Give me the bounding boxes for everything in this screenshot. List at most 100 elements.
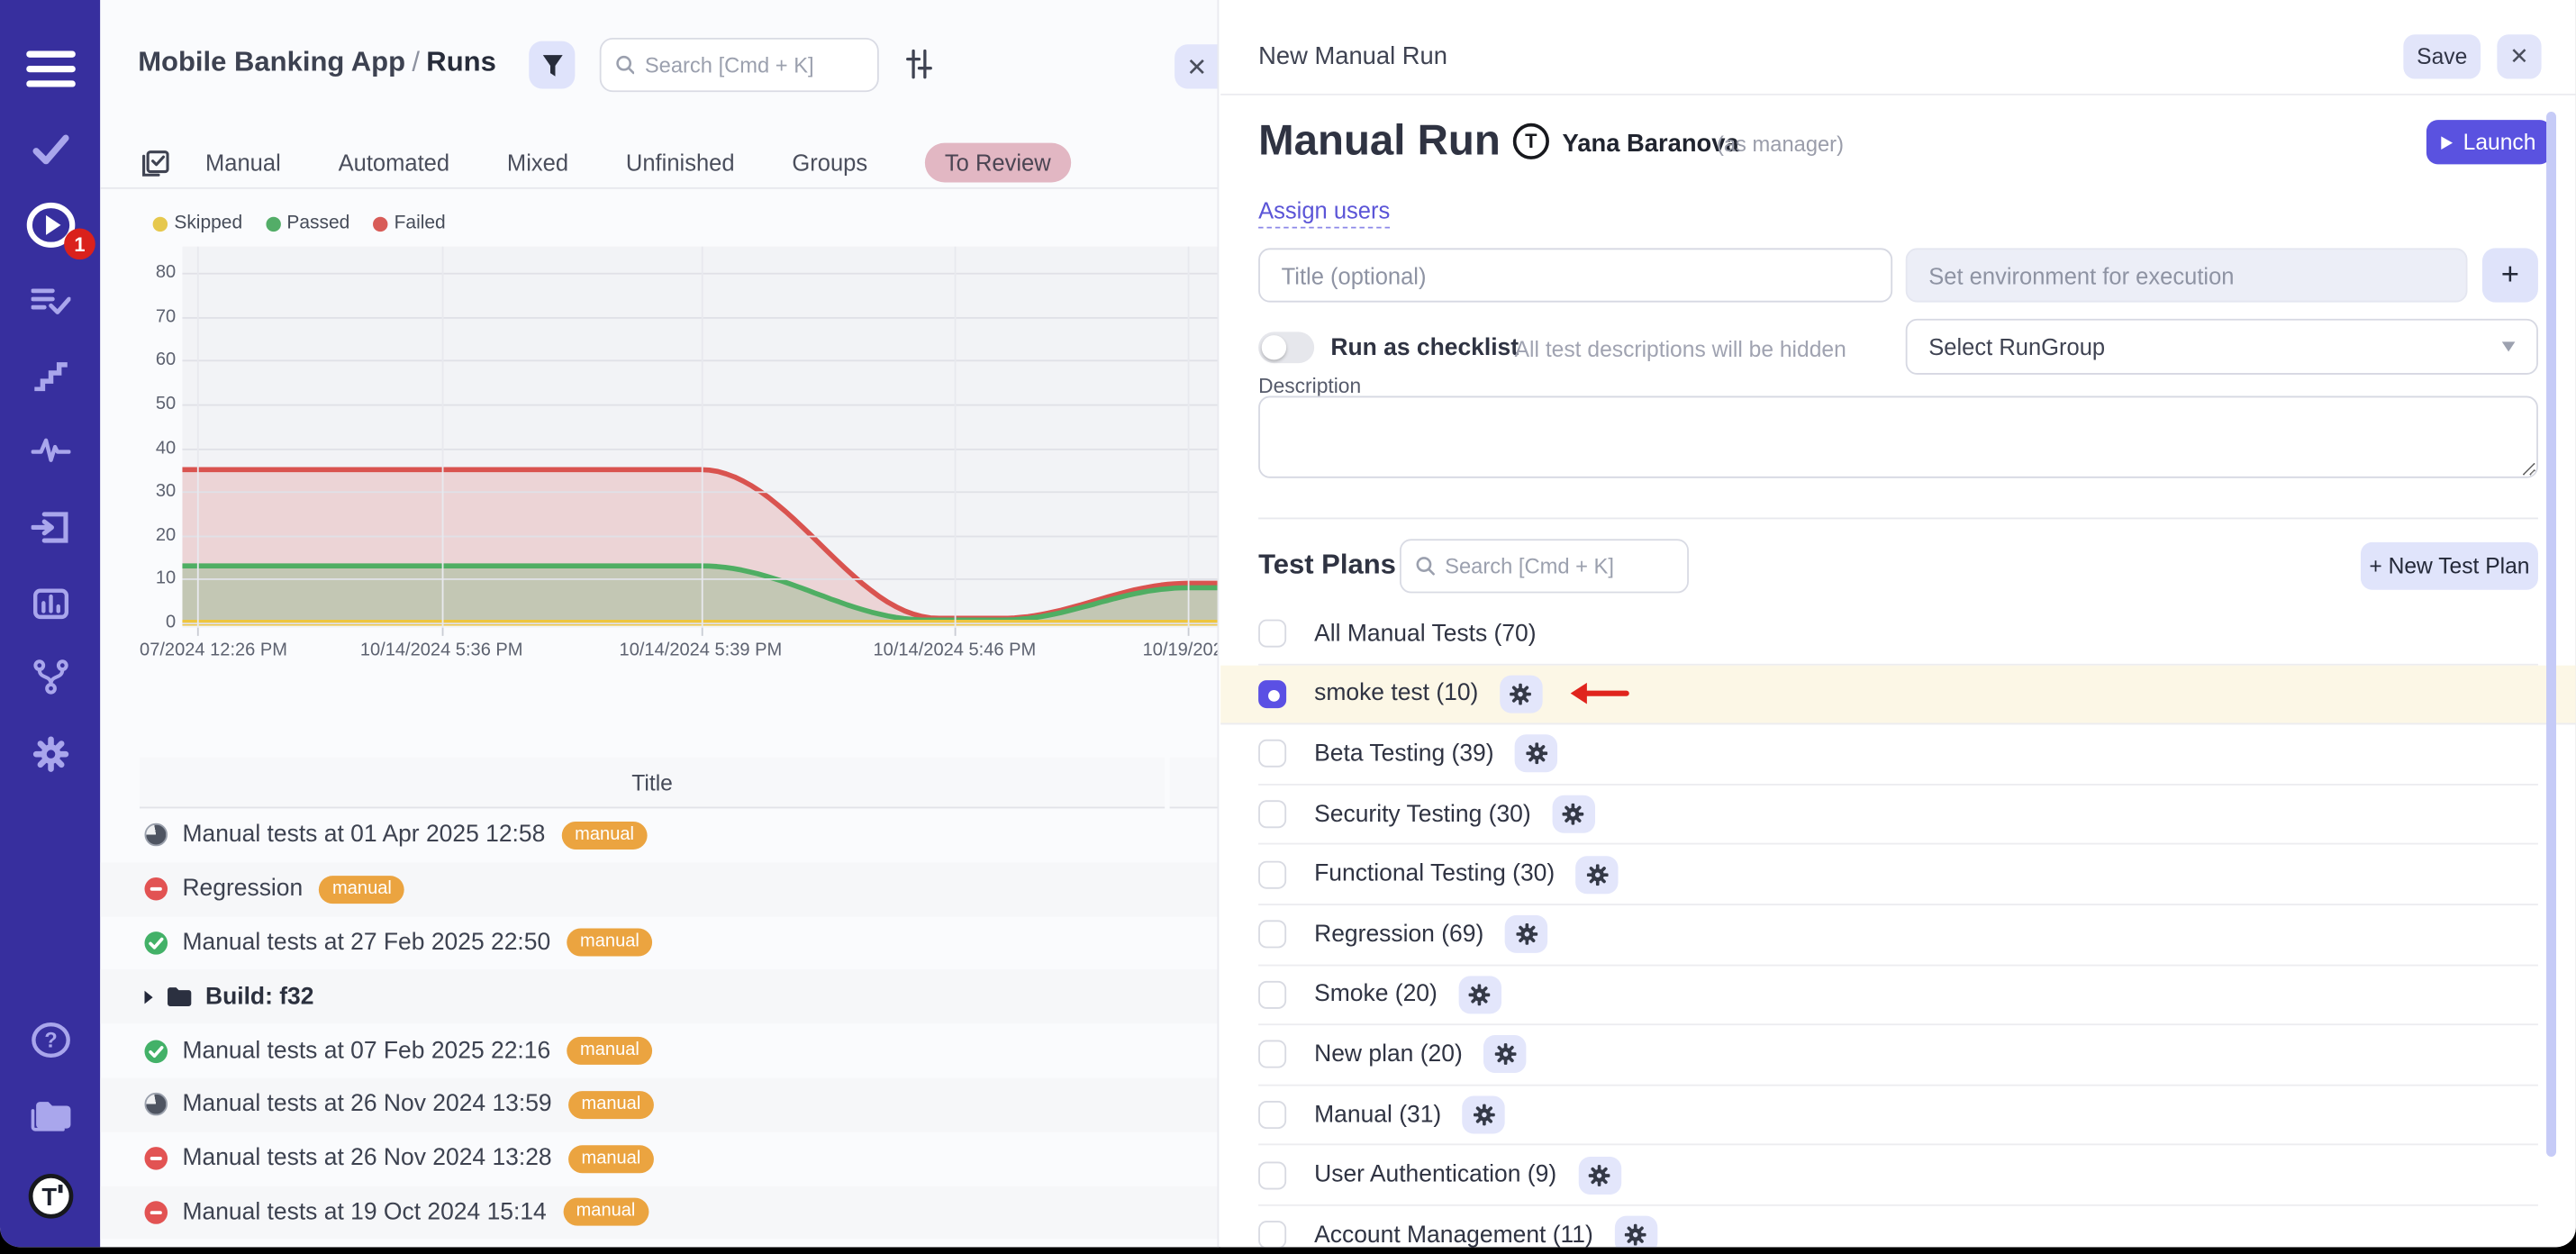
- test-plan-checkbox[interactable]: [1258, 1101, 1286, 1129]
- description-textarea[interactable]: [1258, 396, 2538, 478]
- settings-gear-icon[interactable]: [0, 724, 100, 784]
- test-plan-settings-button[interactable]: [1552, 795, 1594, 833]
- test-plans-list: All Manual Tests (70) smoke test (10) Be…: [1258, 604, 2538, 1247]
- test-plan-settings-button[interactable]: [1483, 1036, 1526, 1074]
- manual-badge: manual: [568, 1145, 654, 1173]
- new-test-plan-button[interactable]: + New Test Plan: [2361, 542, 2538, 590]
- test-plan-settings-button[interactable]: [1578, 1156, 1620, 1194]
- test-plan-checkbox[interactable]: [1258, 1161, 1286, 1189]
- tests-check-icon[interactable]: [0, 120, 100, 179]
- test-plan-label: Functional Testing (30): [1314, 861, 1555, 887]
- run-row[interactable]: Regression manual: [100, 862, 1219, 916]
- import-icon[interactable]: [0, 498, 100, 558]
- run-row[interactable]: Manual tests at 19 Oct 2024 15:14 manual: [100, 1186, 1219, 1240]
- filter-button[interactable]: [529, 41, 575, 89]
- run-title-input[interactable]: [1258, 248, 1892, 302]
- test-plans-search-input[interactable]: [1445, 554, 1673, 578]
- run-row[interactable]: Manual tests at 27 Feb 2025 22:50 manual: [100, 916, 1219, 970]
- status-icon: [145, 1147, 168, 1170]
- breadcrumb-project-link[interactable]: Mobile Banking App: [138, 46, 405, 77]
- test-plan-row[interactable]: User Authentication (9): [1258, 1146, 2538, 1206]
- gear-icon: [1563, 804, 1584, 825]
- expand-caret-icon[interactable]: [145, 990, 153, 1004]
- activity-pulse-icon[interactable]: [0, 421, 100, 480]
- advanced-filters-icon[interactable]: [903, 48, 939, 84]
- x-axis-label: 10/19/2024: [1143, 641, 1220, 660]
- integrations-branch-icon[interactable]: [0, 648, 100, 707]
- run-title: Manual tests at 01 Apr 2025 12:58: [182, 822, 545, 849]
- test-plan-row[interactable]: Smoke (20): [1258, 966, 2538, 1026]
- skipped-dot: [153, 216, 168, 231]
- checklist-icon[interactable]: [0, 271, 100, 331]
- test-plan-checkbox[interactable]: [1258, 921, 1286, 949]
- test-plan-checkbox[interactable]: [1258, 620, 1286, 648]
- run-row[interactable]: Manual tests at 07 Feb 2025 22:16 manual: [100, 1024, 1219, 1078]
- y-axis-label: 10: [140, 569, 176, 589]
- projects-folder-icon[interactable]: [0, 1086, 100, 1146]
- test-plan-checkbox[interactable]: [1258, 1222, 1286, 1248]
- test-plan-row[interactable]: Manual (31): [1258, 1086, 2538, 1146]
- test-plan-row[interactable]: smoke test (10): [1220, 665, 2576, 725]
- add-environment-button[interactable]: +: [2482, 248, 2538, 302]
- test-plan-checkbox[interactable]: [1258, 860, 1286, 888]
- test-plan-row[interactable]: Beta Testing (39): [1258, 725, 2538, 786]
- assign-users-link[interactable]: Assign users: [1258, 197, 1390, 229]
- manual-badge: manual: [567, 1037, 652, 1065]
- test-plan-checkbox[interactable]: [1258, 800, 1286, 828]
- tab-to-review[interactable]: To Review: [925, 143, 1071, 183]
- test-plan-checkbox[interactable]: [1258, 741, 1286, 768]
- test-plan-settings-button[interactable]: [1615, 1216, 1657, 1247]
- runs-panel-close-button[interactable]: ✕: [1175, 44, 1219, 88]
- viewport: ? T 1 Mobile Banking App/Runs ✕: [0, 0, 2576, 1254]
- test-plan-row[interactable]: New plan (20): [1258, 1025, 2538, 1086]
- test-plan-label: Account Management (11): [1314, 1222, 1593, 1247]
- launch-button[interactable]: Launch: [2426, 120, 2552, 164]
- scrollbar-thumb[interactable]: [2546, 112, 2556, 1157]
- test-plan-settings-button[interactable]: [1576, 856, 1619, 894]
- tab-groups[interactable]: Groups: [792, 150, 867, 176]
- run-row[interactable]: Manual tests at 26 Nov 2024 13:28 manual: [100, 1131, 1219, 1186]
- test-plan-row[interactable]: Account Management (11): [1258, 1206, 2538, 1248]
- run-as-checklist-toggle[interactable]: [1258, 332, 1314, 363]
- x-axis-tick: [701, 628, 703, 636]
- tab-unfinished[interactable]: Unfinished: [626, 150, 735, 176]
- results-area-chart: 0102030405060708007/2024 12:26 PM10/14/2…: [140, 247, 1219, 671]
- gear-icon: [1587, 864, 1609, 886]
- run-row[interactable]: Build: f32: [100, 970, 1219, 1024]
- rungroup-select[interactable]: Select RunGroup: [1906, 319, 2538, 375]
- help-icon[interactable]: ?: [0, 1011, 100, 1070]
- test-plan-settings-button[interactable]: [1500, 675, 1542, 713]
- y-axis-label: 60: [140, 350, 176, 370]
- test-plan-row[interactable]: All Manual Tests (70): [1258, 604, 2538, 665]
- passed-dot: [266, 216, 280, 231]
- tab-manual[interactable]: Manual: [205, 150, 281, 176]
- test-plan-settings-button[interactable]: [1505, 915, 1547, 953]
- test-plan-row[interactable]: Security Testing (30): [1258, 785, 2538, 845]
- steps-icon[interactable]: [0, 347, 100, 406]
- test-plan-row[interactable]: Regression (69): [1258, 905, 2538, 966]
- save-button[interactable]: Save: [2403, 34, 2481, 78]
- panel-close-button[interactable]: ✕: [2497, 34, 2541, 78]
- run-row[interactable]: Manual tests at 01 Apr 2025 12:58 manual: [100, 808, 1219, 862]
- test-plan-checkbox[interactable]: [1258, 680, 1286, 708]
- runs-search-input[interactable]: [645, 52, 863, 77]
- select-runs-icon[interactable]: [141, 149, 169, 177]
- logo-avatar[interactable]: T: [0, 1167, 100, 1226]
- annotation-arrow-left: [1571, 681, 1630, 707]
- test-plan-settings-button[interactable]: [1459, 976, 1501, 1013]
- test-plan-row[interactable]: Functional Testing (30): [1258, 845, 2538, 905]
- reports-icon[interactable]: [0, 574, 100, 633]
- sidebar: ? T: [0, 0, 100, 1247]
- test-plan-settings-button[interactable]: [1515, 735, 1557, 773]
- menu-icon[interactable]: [0, 40, 100, 99]
- test-plan-settings-button[interactable]: [1463, 1096, 1505, 1134]
- run-title: Manual tests at 07 Feb 2025 22:16: [182, 1038, 550, 1064]
- status-icon: [145, 931, 168, 955]
- test-plan-checkbox[interactable]: [1258, 981, 1286, 1009]
- tab-mixed[interactable]: Mixed: [507, 150, 568, 176]
- tab-automated[interactable]: Automated: [339, 150, 450, 176]
- run-title: Manual tests at 19 Oct 2024 15:14: [182, 1199, 546, 1225]
- test-plan-checkbox[interactable]: [1258, 1040, 1286, 1068]
- environment-input[interactable]: [1906, 248, 2468, 302]
- run-row[interactable]: Manual tests at 26 Nov 2024 13:59 manual: [100, 1077, 1219, 1131]
